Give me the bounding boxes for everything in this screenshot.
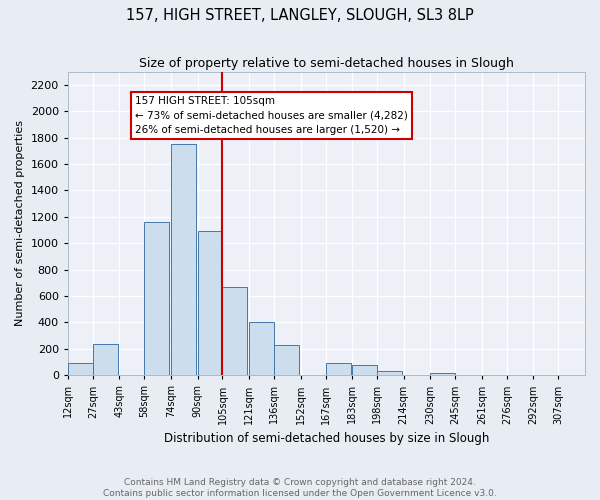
Bar (352, 366, 377, 376)
Bar (93, 344, 118, 376)
Text: 157 HIGH STREET: 105sqm
← 73% of semi-detached houses are smaller (4,282)
26% of: 157 HIGH STREET: 105sqm ← 73% of semi-de… (135, 96, 408, 135)
Title: Size of property relative to semi-detached houses in Slough: Size of property relative to semi-detach… (139, 58, 514, 70)
Y-axis label: Number of semi-detached properties: Number of semi-detached properties (15, 120, 25, 326)
Bar (377, 372, 402, 376)
Bar (171, 144, 196, 376)
Text: Contains HM Land Registry data © Crown copyright and database right 2024.
Contai: Contains HM Land Registry data © Crown c… (103, 478, 497, 498)
Bar (274, 345, 299, 376)
Text: 157, HIGH STREET, LANGLEY, SLOUGH, SL3 8LP: 157, HIGH STREET, LANGLEY, SLOUGH, SL3 8… (126, 8, 474, 22)
X-axis label: Distribution of semi-detached houses by size in Slough: Distribution of semi-detached houses by … (164, 432, 489, 445)
Bar (68, 364, 93, 376)
Bar (197, 232, 223, 376)
Bar (249, 322, 274, 376)
Bar (326, 364, 350, 376)
Bar (145, 222, 169, 376)
Bar (223, 287, 247, 376)
Bar (430, 372, 455, 376)
